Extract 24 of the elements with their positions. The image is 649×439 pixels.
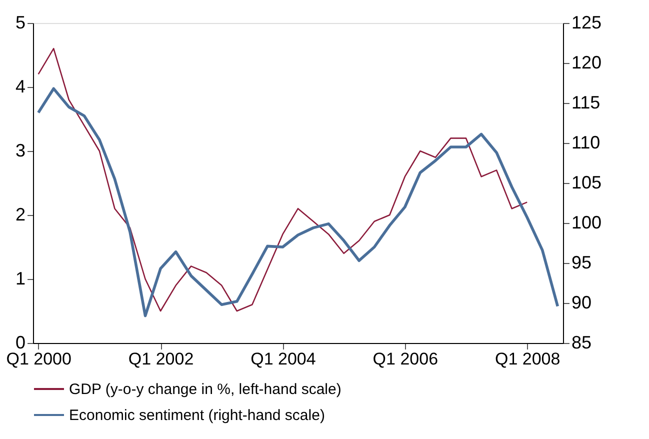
y-tick-label: 0 bbox=[15, 332, 26, 352]
x-tick-label: Q1 2004 bbox=[250, 350, 316, 368]
y2-tick-label: 110 bbox=[572, 132, 600, 152]
y-tick-label: 5 bbox=[15, 12, 26, 32]
line-series bbox=[36, 87, 560, 318]
y2-tick-label: 100 bbox=[572, 212, 602, 232]
y-tick-label: 1 bbox=[15, 268, 26, 288]
y2-tick-label: 95 bbox=[572, 252, 592, 272]
y2-tick-label: 85 bbox=[572, 332, 592, 352]
y2-tick-label: 125 bbox=[572, 12, 602, 32]
legend-label: GDP (y-o-y change in %, left-hand scale) bbox=[69, 381, 342, 398]
x-tick-label: Q1 2008 bbox=[494, 350, 560, 368]
y2-tick-label: 115 bbox=[572, 92, 600, 112]
line-series bbox=[38, 48, 528, 312]
x-tick-label: Q1 2002 bbox=[128, 350, 194, 368]
y2-tick-label: 90 bbox=[572, 292, 592, 312]
y2-tick-label: 105 bbox=[572, 172, 602, 192]
y-tick-label: 4 bbox=[15, 76, 26, 96]
y-tick-label: 2 bbox=[15, 204, 26, 224]
x-tick-label: Q1 2000 bbox=[6, 350, 72, 368]
x-tick-label: Q1 2006 bbox=[372, 350, 438, 368]
y2-tick-label: 120 bbox=[572, 52, 602, 72]
y-tick-label: 3 bbox=[15, 140, 26, 160]
legend-label: Economic sentiment (right-hand scale) bbox=[69, 407, 325, 424]
